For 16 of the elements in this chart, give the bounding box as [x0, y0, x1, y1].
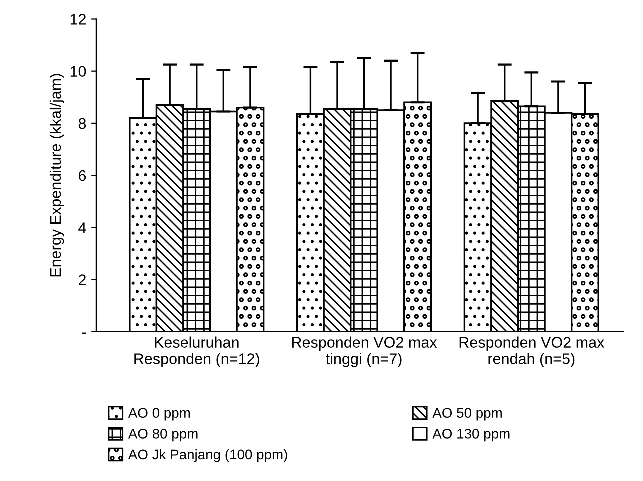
x-tick-label: Keseluruhan Responden (n=12)	[134, 336, 260, 368]
x-tick-label: Responden VO2 max tinggi (n=7)	[292, 336, 438, 368]
y-tick-label: 2	[79, 274, 86, 286]
y-tick-label: 12	[70, 14, 86, 25]
y-axis-title: Energy Expenditure (kkal/jam)	[50, 74, 64, 277]
y-tick-label: 8	[78, 118, 86, 130]
legend-label: AO 0 ppm	[128, 408, 190, 421]
y-tick-label: -	[82, 332, 86, 334]
x-tick-label: Responden VO2 max rendah (n=5)	[460, 336, 605, 368]
y-tick-label: 10	[70, 66, 86, 78]
legend-label: AO 80 ppm	[128, 428, 198, 442]
legend-label: AO Jk Panjang (100 ppm)	[128, 449, 288, 462]
y-tick-label: 4	[78, 222, 86, 234]
legend-label: AO 130 ppm	[432, 428, 510, 442]
legend-label: AO 50 ppm	[432, 408, 502, 421]
y-tick-label: 6	[79, 170, 86, 182]
